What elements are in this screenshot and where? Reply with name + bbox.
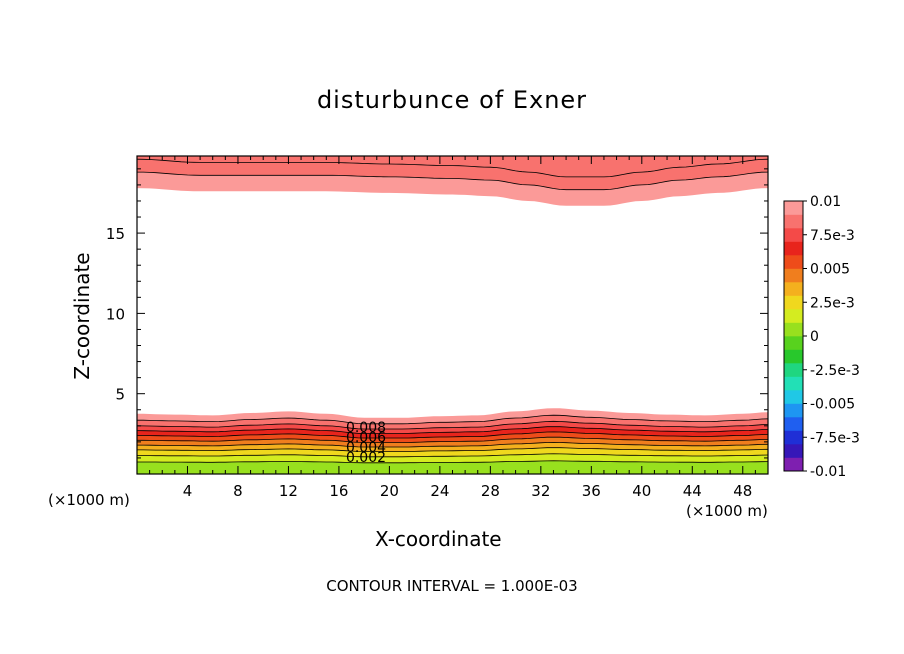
x-unit-label-left: (×1000 m) bbox=[48, 491, 130, 509]
x-tick-label: 40 bbox=[632, 482, 651, 500]
x-tick-label: 20 bbox=[380, 482, 399, 500]
contour-interval-label: CONTOUR INTERVAL = 1.000E-03 bbox=[326, 577, 578, 595]
contour-label: 0.002 bbox=[346, 450, 386, 466]
contour-line-3 bbox=[137, 431, 769, 439]
colorbar: 0.01 7.5e-3 0.005 2.5e-3 0 -2.5e-3 -0.005 -7.5e… bbox=[783, 194, 860, 480]
y-tick-label: 15 bbox=[106, 225, 125, 243]
x-tick-label: 4 bbox=[183, 482, 193, 500]
contour-line-5 bbox=[137, 441, 769, 448]
y-tick-label: 10 bbox=[106, 305, 125, 323]
x-tick-label: 28 bbox=[481, 482, 500, 500]
top-contour-layers bbox=[136, 156, 769, 206]
x-tick-label: 48 bbox=[733, 482, 752, 500]
y-axis-label: Z-coordinate bbox=[70, 252, 94, 380]
x-tick-label: 16 bbox=[329, 482, 348, 500]
axis-ticks bbox=[137, 156, 768, 474]
x-tick-label: 44 bbox=[683, 482, 702, 500]
colorbar-label: -0.005 bbox=[810, 397, 855, 413]
bottom-contour-layers bbox=[136, 408, 769, 474]
y-tick-label: 5 bbox=[115, 386, 125, 404]
colorbar-swatch bbox=[784, 228, 803, 242]
colorbar-swatch bbox=[784, 376, 803, 391]
colorbar-swatch bbox=[784, 241, 803, 256]
colorbar-swatch bbox=[784, 268, 803, 283]
contour-label: 0.004 bbox=[346, 440, 386, 456]
colorbar-label: -0.01 bbox=[810, 464, 846, 480]
colorbar-swatch bbox=[784, 403, 803, 418]
contour-band-9 bbox=[137, 460, 768, 474]
colorbar-label: -2.5e-3 bbox=[810, 363, 860, 379]
contour-line-7 bbox=[137, 453, 769, 458]
colorbar-swatch bbox=[784, 417, 803, 431]
top-band-1 bbox=[137, 156, 768, 190]
contour-line-6 bbox=[137, 447, 769, 452]
top-contour-line-0 bbox=[137, 171, 769, 191]
x-tick-label: 8 bbox=[233, 482, 243, 500]
colorbar-swatch bbox=[784, 444, 803, 458]
colorbar-swatch bbox=[784, 363, 803, 377]
contour-line-8 bbox=[137, 460, 769, 464]
colorbar-swatch bbox=[784, 214, 803, 229]
colorbar-swatch bbox=[784, 282, 803, 296]
contour-label: 0.008 bbox=[346, 420, 386, 436]
contour-label: 0.006 bbox=[346, 430, 386, 446]
colorbar-swatch bbox=[784, 349, 803, 364]
colorbar-swatch bbox=[784, 201, 803, 215]
colorbar-label: 0.005 bbox=[810, 262, 850, 278]
x-unit-label-right: (×1000 m) bbox=[686, 502, 768, 520]
colorbar-swatch bbox=[784, 457, 803, 472]
x-axis-label: X-coordinate bbox=[375, 527, 502, 551]
colorbar-swatch bbox=[784, 336, 803, 350]
colorbar-swatch bbox=[784, 295, 803, 310]
x-tick-label: 32 bbox=[531, 482, 550, 500]
colorbar-swatch bbox=[784, 430, 803, 445]
x-tick-label: 36 bbox=[582, 482, 601, 500]
contour-line-4 bbox=[137, 436, 769, 443]
top-contour-line-1 bbox=[136, 158, 769, 178]
colorbar-swatch bbox=[784, 309, 803, 323]
colorbar-label: 0 bbox=[810, 329, 819, 345]
x-tick-label: 24 bbox=[430, 482, 449, 500]
colorbar-swatch bbox=[784, 390, 803, 404]
colorbar-swatch bbox=[784, 255, 803, 269]
colorbar-label: -7.5e-3 bbox=[810, 430, 860, 446]
chart-title: disturbunce of Exner bbox=[316, 86, 588, 114]
contour-line-0 bbox=[137, 414, 769, 425]
colorbar-label: 2.5e-3 bbox=[810, 295, 855, 311]
colorbar-label: 0.01 bbox=[810, 194, 841, 210]
contour-line-1 bbox=[136, 420, 769, 430]
x-tick-label: 12 bbox=[279, 482, 298, 500]
colorbar-swatch bbox=[784, 322, 803, 337]
colorbar-label: 7.5e-3 bbox=[810, 228, 855, 244]
contour-line-2 bbox=[136, 426, 769, 434]
